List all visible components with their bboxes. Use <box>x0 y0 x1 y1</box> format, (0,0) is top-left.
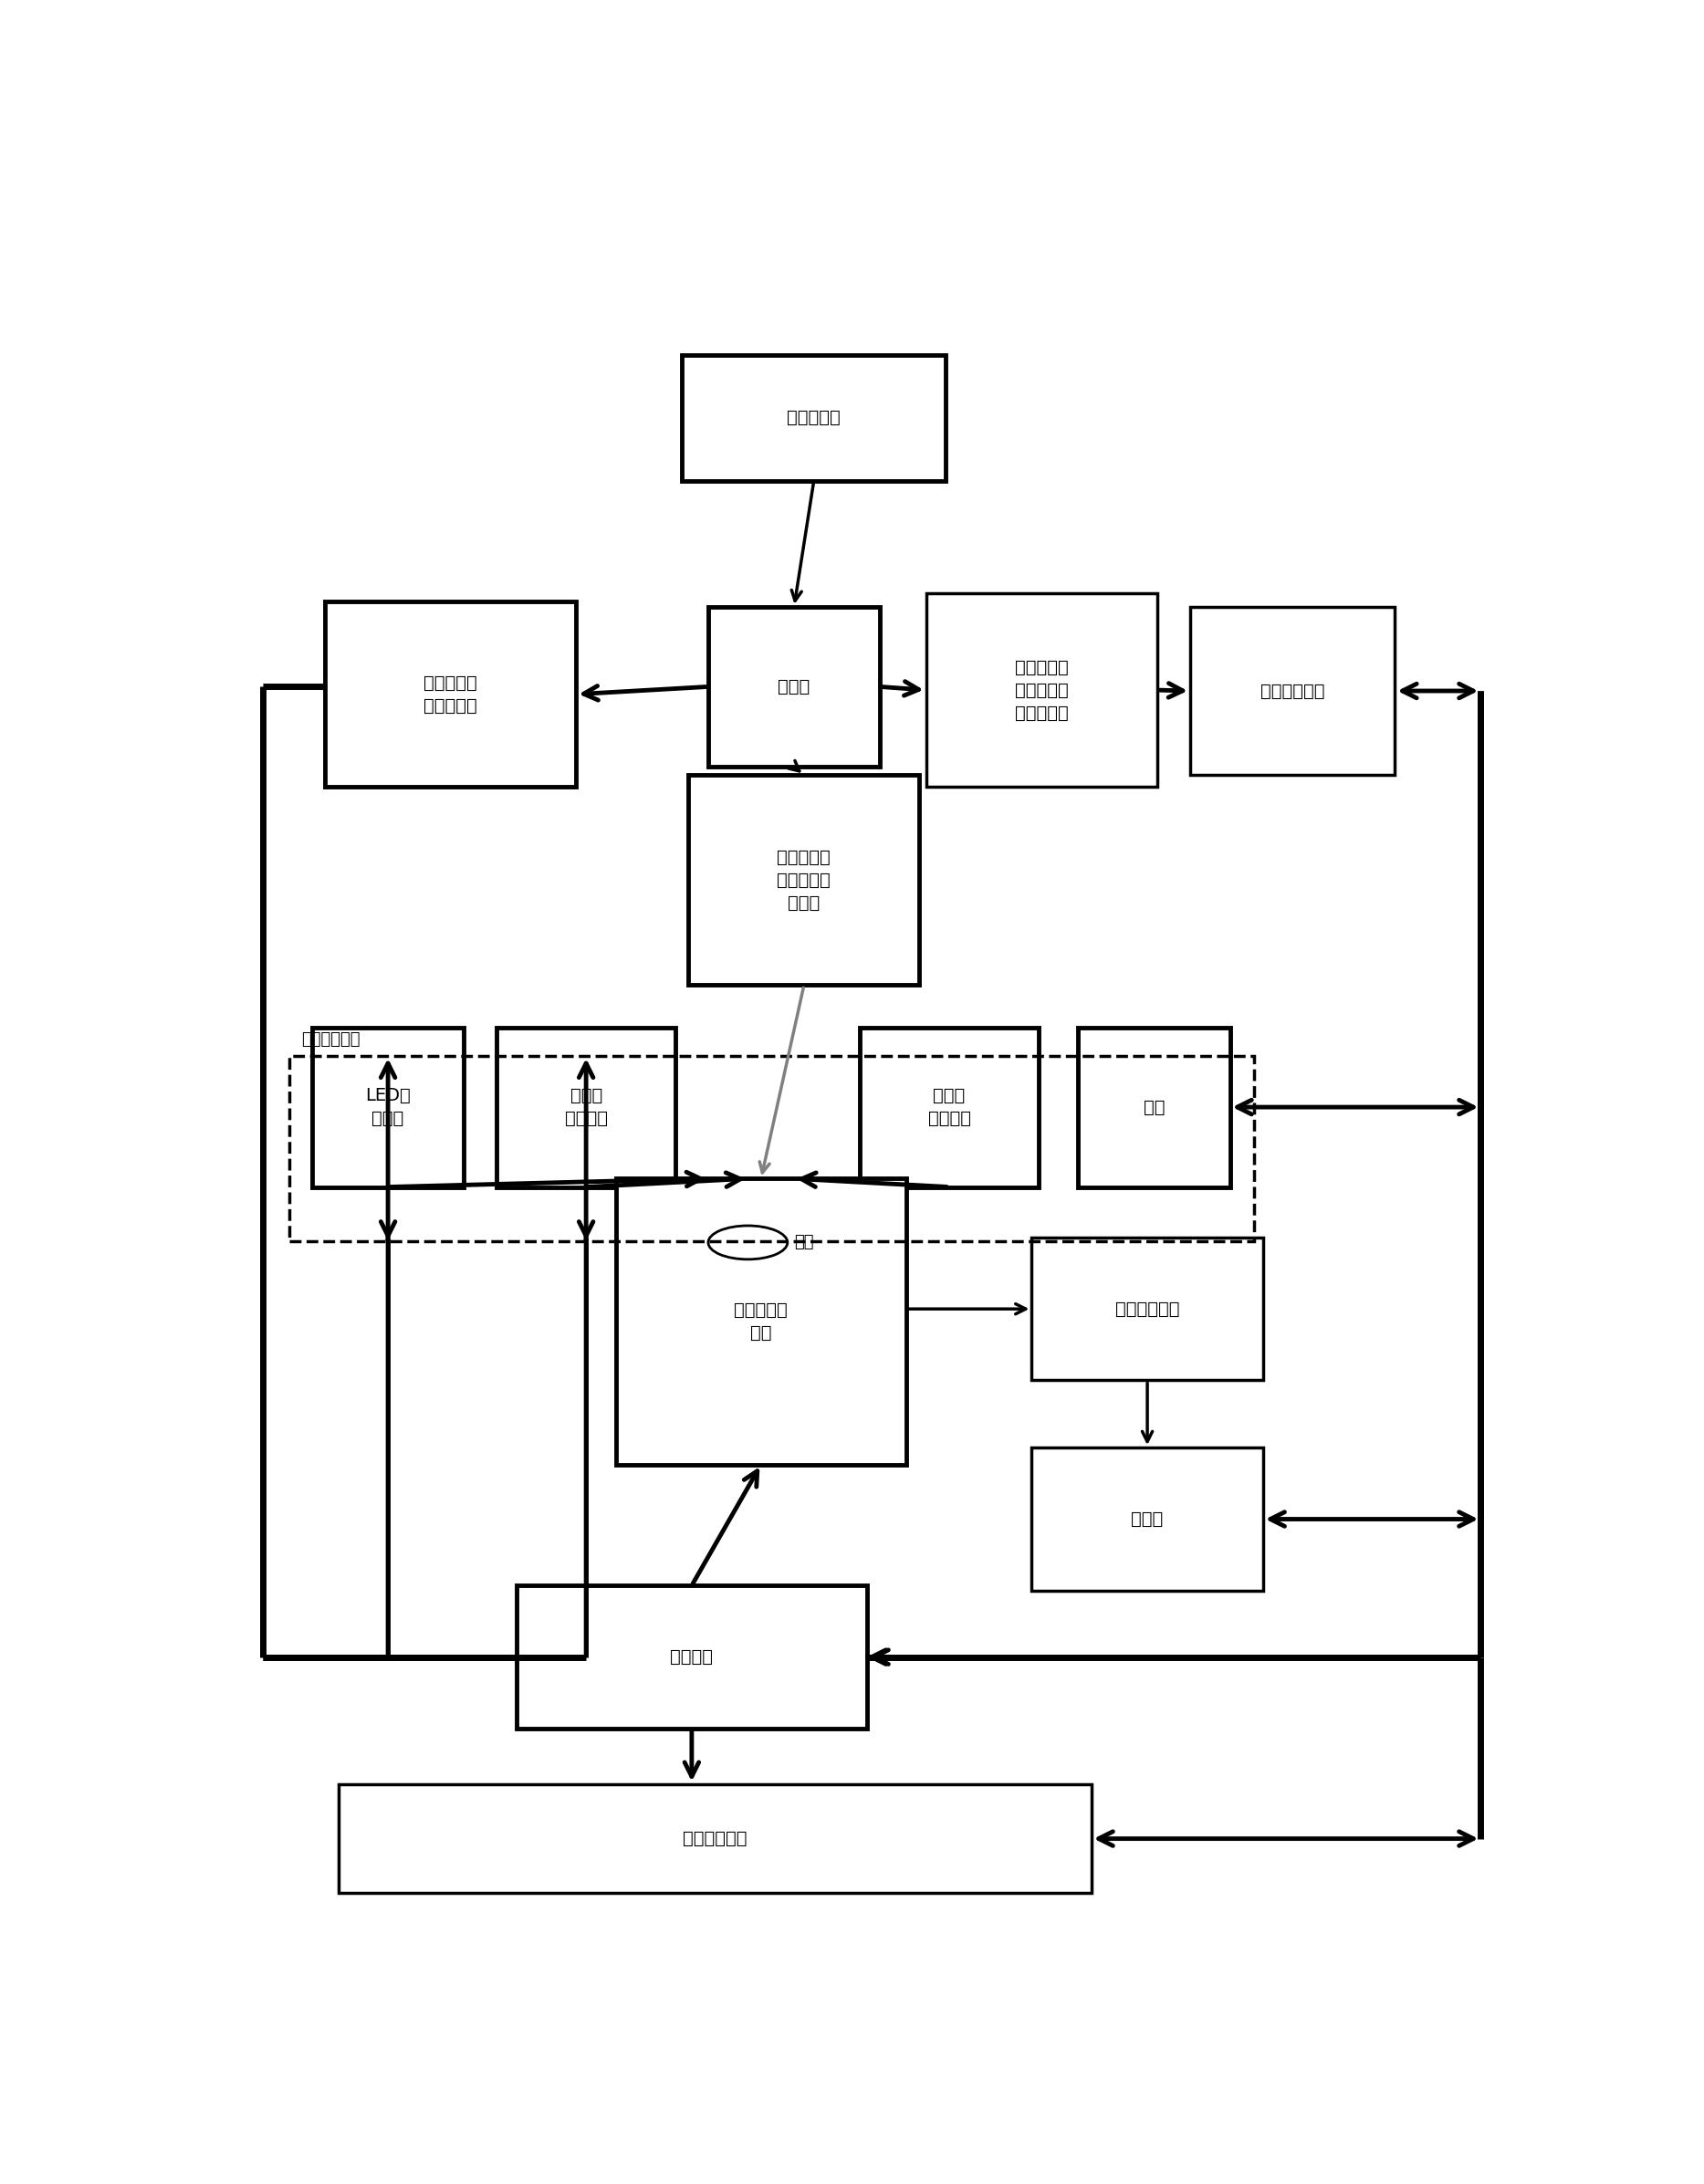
FancyBboxPatch shape <box>312 1026 463 1186</box>
Text: 脉冲激光器: 脉冲激光器 <box>787 408 840 426</box>
Text: 样品定位单元: 样品定位单元 <box>302 1031 360 1048</box>
Text: 相机: 相机 <box>1143 1099 1164 1116</box>
FancyBboxPatch shape <box>927 594 1157 786</box>
FancyBboxPatch shape <box>861 1026 1038 1186</box>
FancyBboxPatch shape <box>1189 607 1396 775</box>
Text: 光谱仪: 光谱仪 <box>1131 1511 1164 1529</box>
FancyBboxPatch shape <box>709 607 879 767</box>
Text: 数据处理系统: 数据处理系统 <box>683 1830 746 1848</box>
FancyBboxPatch shape <box>498 1026 675 1186</box>
FancyBboxPatch shape <box>325 603 576 786</box>
FancyBboxPatch shape <box>1079 1026 1230 1186</box>
Text: 脉冲激光能
量测试单元: 脉冲激光能 量测试单元 <box>424 675 477 714</box>
Text: 样品: 样品 <box>794 1234 815 1251</box>
Text: LED照
明单元: LED照 明单元 <box>365 1088 411 1127</box>
Text: 可移动定位
平台: 可移动定位 平台 <box>734 1302 787 1341</box>
FancyBboxPatch shape <box>1033 1448 1263 1590</box>
Text: 延迟控制电路: 延迟控制电路 <box>1261 681 1324 699</box>
FancyBboxPatch shape <box>688 775 920 985</box>
Text: 控制单元: 控制单元 <box>670 1649 714 1666</box>
FancyBboxPatch shape <box>682 354 946 480</box>
Text: 光谱收集单元: 光谱收集单元 <box>1114 1299 1179 1317</box>
FancyBboxPatch shape <box>615 1179 907 1465</box>
Text: 双光束
光源系统: 双光束 光源系统 <box>564 1088 608 1127</box>
Text: 脉冲激光探
测、触发信
号产生单元: 脉冲激光探 测、触发信 号产生单元 <box>1016 660 1068 721</box>
Text: 双光束
光源系统: 双光束 光源系统 <box>927 1088 971 1127</box>
Text: 分束器: 分束器 <box>779 677 809 695</box>
Text: 激光扩束准
直及聚焦光
学系统: 激光扩束准 直及聚焦光 学系统 <box>777 850 832 911</box>
FancyBboxPatch shape <box>339 1784 1091 1894</box>
FancyBboxPatch shape <box>516 1586 867 1728</box>
FancyBboxPatch shape <box>1033 1238 1263 1380</box>
